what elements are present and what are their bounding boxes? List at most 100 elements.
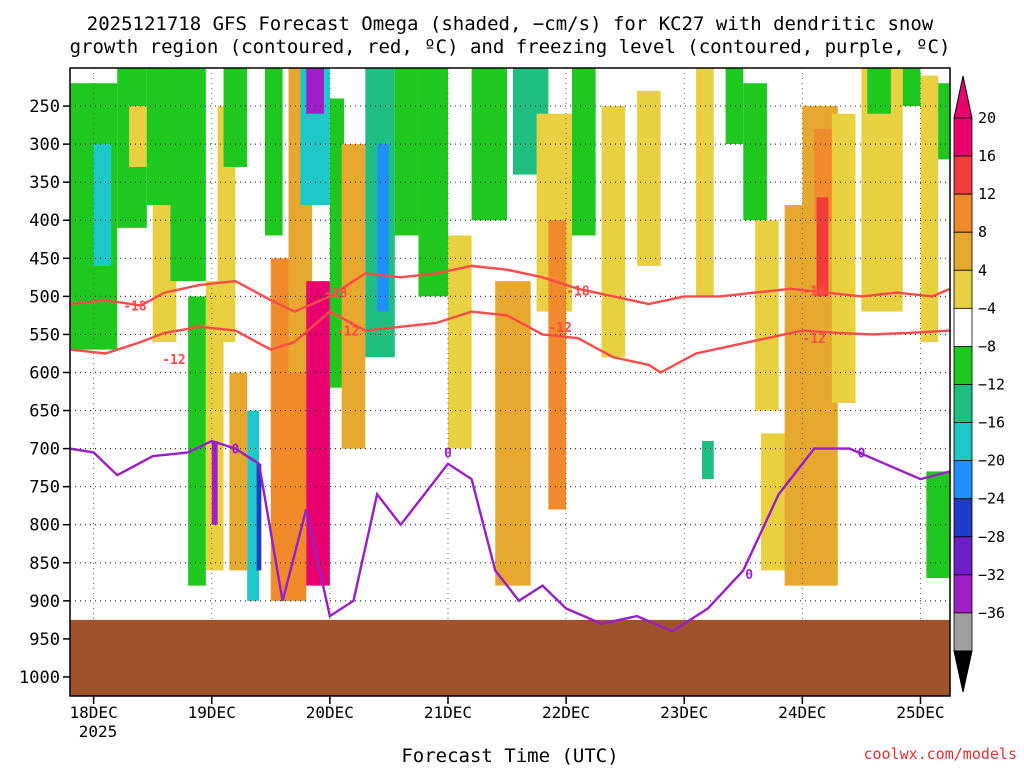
contour-label-1: -18 [324, 287, 348, 302]
colorbar-label-0: 20 [978, 109, 996, 127]
colorbar-bin-2 [953, 193, 973, 233]
x-tick-label-25DEC: 25DEC [896, 703, 944, 722]
contour-label-7: -12 [802, 332, 825, 347]
colorbar-bin-13 [953, 612, 973, 652]
contour-label-6: -12 [548, 321, 571, 336]
colorbar-bin-3 [953, 231, 973, 271]
omega-cell-19 [306, 68, 324, 114]
y-tick-label-500: 500 [29, 287, 60, 307]
contour-label-3: -18 [802, 284, 826, 299]
omega-cell-22 [341, 144, 366, 449]
omega-cell-33 [572, 68, 596, 236]
colorbar-bin-8 [953, 422, 973, 462]
colorbar-label-8: −16 [978, 414, 1005, 432]
omega-cell-35 [636, 90, 661, 266]
contour--18 [70, 264, 950, 313]
x-tick-label-21DEC: 21DEC [424, 703, 472, 722]
omega-cell-32 [548, 220, 567, 510]
omega-cell-11 [223, 68, 248, 167]
omega-cell-36 [696, 68, 714, 297]
colorbar-bin-4 [953, 269, 973, 309]
colorbar-label-10: −24 [978, 490, 1005, 508]
omega-cell-25 [394, 68, 419, 236]
omega-cell-27 [447, 235, 472, 449]
colorbar-label-4: 4 [978, 261, 987, 279]
omega-cell-50 [920, 75, 939, 343]
colorbar-label-9: −20 [978, 452, 1005, 470]
credit-text: coolwx.com/models [863, 745, 1017, 763]
omega-cell-26 [418, 68, 448, 297]
colorbar-bin-0 [953, 117, 973, 157]
y-tick-label-1000: 1000 [19, 668, 60, 688]
omega-cell-46 [831, 113, 856, 403]
contour-label-5: -12 [336, 325, 359, 340]
omega-cell-7 [188, 296, 206, 586]
colorbar: 20 16 12 8 4 −4 −8 −12 −16 −20 −24 −28 −32 −36 [953, 75, 1005, 693]
ground-terrain [70, 619, 950, 696]
omega-cell-45 [816, 197, 829, 297]
omega-cell-9 [211, 440, 218, 525]
omega-cell-40 [755, 220, 779, 411]
colorbar-bin-5 [953, 307, 973, 347]
omega-cell-38 [725, 68, 744, 145]
y-tick-label-900: 900 [29, 592, 60, 612]
y-tick-label-350: 350 [29, 173, 60, 193]
x-tick-label-20DEC: 20DEC [306, 703, 354, 722]
colorbar-bin-7 [953, 384, 973, 423]
omega-cell-1 [93, 144, 112, 266]
omega-shading-layer [70, 68, 950, 601]
contour-label-10: 0 [745, 568, 753, 583]
y-tick-label-700: 700 [29, 440, 60, 460]
x-tick-label-18DEC: 18DEC [70, 703, 118, 722]
x-year-label: 2025 [79, 722, 118, 741]
omega-cell-12 [229, 372, 248, 571]
omega-cell-13 [247, 410, 259, 601]
colorbar-under-arrow [953, 650, 973, 693]
contour-layer: -18 -18 -18 -18 -12 -12 -12 -12 0 0 0 0 [70, 264, 950, 633]
omega-cell-51 [926, 471, 950, 579]
contour-label-8: 0 [231, 443, 239, 458]
colorbar-over-arrow [953, 75, 973, 119]
omega-cell-24 [377, 144, 389, 312]
colorbar-bin-1 [953, 155, 973, 195]
y-tick-label-600: 600 [29, 363, 60, 383]
y-tick-label-300: 300 [29, 135, 60, 155]
omega-cell-48 [867, 68, 891, 114]
contour-0 [70, 439, 950, 633]
colorbar-bin-10 [953, 498, 973, 538]
colorbar-label-6: −8 [978, 337, 996, 355]
contour-label-2: -18 [566, 284, 590, 299]
plot-area: -18 -18 -18 -18 -12 -12 -12 -12 0 0 0 0 [70, 68, 950, 696]
colorbar-label-1: 16 [978, 147, 996, 165]
x-tick-label-24DEC: 24DEC [778, 703, 826, 722]
colorbar-bin-12 [953, 574, 973, 614]
y-tick-label-550: 550 [29, 325, 60, 345]
contour-label-9: 0 [444, 446, 452, 461]
omega-cell-49 [902, 68, 921, 107]
y-tick-label-800: 800 [29, 516, 60, 536]
omega-cell-14 [256, 463, 262, 571]
omega-cell-28 [471, 68, 508, 221]
x-tick-label-23DEC: 23DEC [660, 703, 708, 722]
colorbar-label-5: −4 [978, 299, 996, 317]
x-axis-title: Forecast Time (UTC) [401, 745, 618, 767]
x-axis: 18DEC 19DEC 20DEC 21DEC 22DEC 23DEC 24DEC 25DEC [70, 696, 945, 722]
colorbar-bin-6 [953, 346, 973, 385]
chart-title-line1: 2025121718 GFS Forecast Omega (shaded, −… [87, 13, 934, 35]
omega-cell-29 [495, 281, 531, 586]
colorbar-bin-11 [953, 536, 973, 576]
omega-cell-37 [701, 440, 714, 480]
omega-cell-52 [938, 83, 950, 160]
omega-cell-6 [170, 68, 206, 282]
colorbar-label-12: −32 [978, 566, 1005, 584]
colorbar-label-3: 8 [978, 223, 987, 241]
colorbar-label-2: 12 [978, 185, 996, 203]
y-axis: 250 300 350 400 450 500 550 600 650 700 750 800 850 9… [19, 97, 70, 688]
contour-label-0: -18 [123, 299, 147, 314]
y-tick-label-250: 250 [29, 97, 60, 117]
omega-cell-15 [264, 68, 283, 236]
colorbar-label-13: −36 [978, 604, 1005, 622]
colorbar-label-11: −28 [978, 528, 1005, 546]
omega-cell-21 [329, 98, 345, 388]
